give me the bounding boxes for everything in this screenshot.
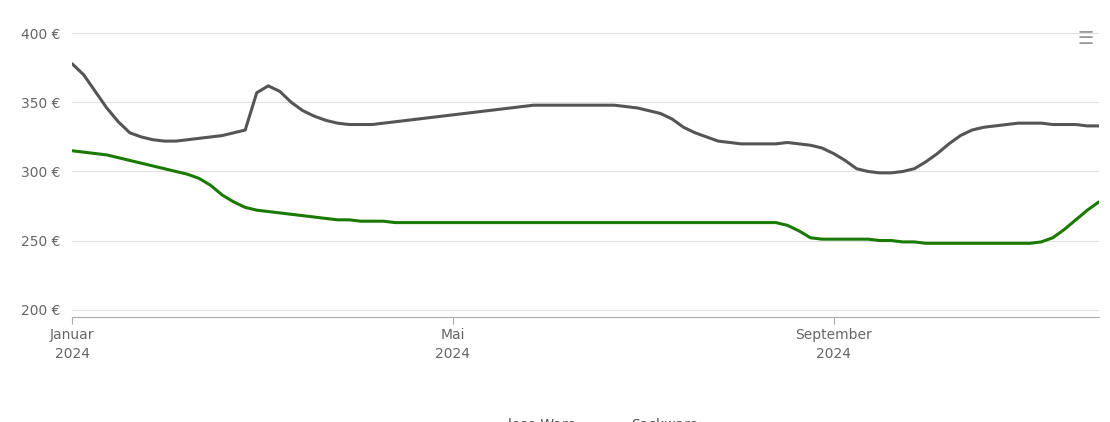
Sackware bbox=[204, 135, 218, 140]
Sackware bbox=[1058, 122, 1071, 127]
Sackware bbox=[377, 121, 391, 126]
Sackware bbox=[780, 140, 794, 145]
Sackware bbox=[930, 151, 944, 156]
lose Ware bbox=[65, 148, 79, 153]
Line: Sackware: Sackware bbox=[72, 64, 1099, 173]
Line: lose Ware: lose Ware bbox=[72, 151, 1099, 243]
Text: ☰: ☰ bbox=[1077, 30, 1093, 48]
Sackware bbox=[1092, 123, 1106, 128]
lose Ware bbox=[780, 223, 794, 228]
lose Ware bbox=[204, 183, 218, 188]
Sackware bbox=[65, 61, 79, 66]
lose Ware bbox=[1058, 227, 1071, 232]
lose Ware bbox=[1092, 199, 1106, 204]
Legend: lose Ware, Sackware: lose Ware, Sackware bbox=[467, 412, 704, 422]
lose Ware bbox=[377, 219, 391, 224]
lose Ware bbox=[953, 241, 967, 246]
lose Ware bbox=[930, 241, 944, 246]
Sackware bbox=[874, 170, 887, 176]
lose Ware bbox=[919, 241, 932, 246]
Sackware bbox=[953, 133, 967, 138]
